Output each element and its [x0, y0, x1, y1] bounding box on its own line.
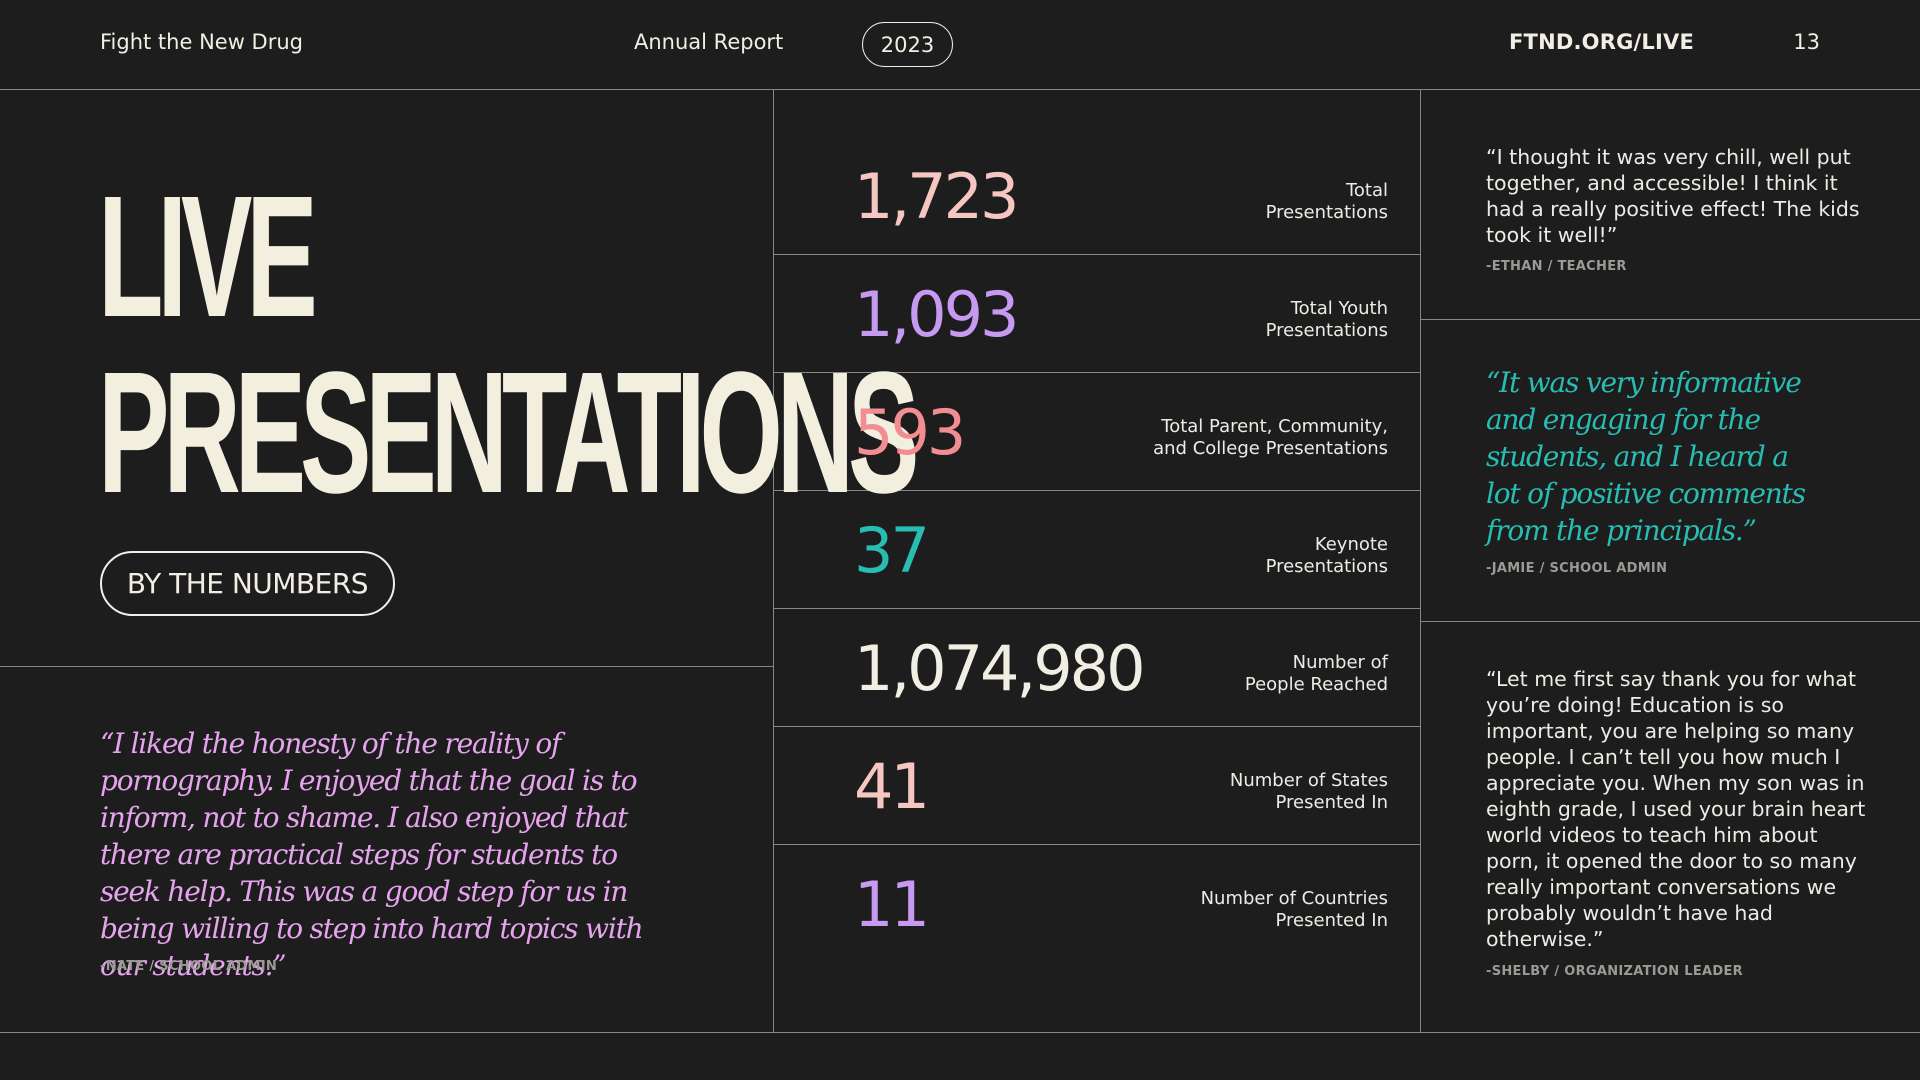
- quote-nate-attribution: -NATE / SCHOOL ADMIN: [100, 959, 278, 974]
- stat-value: 1,093: [854, 278, 1019, 351]
- stat-divider: [773, 608, 1420, 609]
- stat-divider: [773, 490, 1420, 491]
- quote-shelby: “Let me first say thank you for what you…: [1486, 667, 1866, 951]
- stat-label: Keynote Presentations: [1265, 534, 1388, 577]
- quote-divider: [1420, 621, 1920, 622]
- stat-row: 37 Keynote Presentations: [774, 490, 1420, 608]
- stat-value: 41: [854, 750, 930, 823]
- title-line-2: PRESENTATIONS: [98, 335, 919, 529]
- stat-divider: [773, 372, 1420, 373]
- page-number: 13: [1793, 30, 1820, 54]
- report-label: Annual Report: [634, 30, 784, 54]
- footer-divider: [0, 1032, 1920, 1033]
- quote-ethan-attribution: -ETHAN / TEACHER: [1486, 259, 1627, 274]
- stat-row: 41 Number of States Presented In: [774, 726, 1420, 844]
- header-divider: [0, 89, 1920, 90]
- column-divider-left: [773, 89, 774, 1032]
- quote-ethan: “I thought it was very chill, well put t…: [1486, 145, 1860, 247]
- quote-divider: [1420, 319, 1920, 320]
- column-divider-right: [1420, 89, 1421, 1032]
- stat-label: Total Presentations: [1265, 180, 1388, 223]
- stat-value: 1,723: [854, 160, 1019, 233]
- stat-label: Number of States Presented In: [1229, 770, 1388, 813]
- stat-label: Number of Countries Presented In: [1200, 888, 1388, 931]
- stat-divider: [773, 726, 1420, 727]
- stat-row: 1,723 Total Presentations: [774, 136, 1420, 254]
- stat-divider: [773, 254, 1420, 255]
- stat-label: Number of People Reached: [1244, 652, 1388, 695]
- stat-row: 1,093 Total Youth Presentations: [774, 254, 1420, 372]
- website-link[interactable]: FTND.ORG/LIVE: [1509, 30, 1694, 54]
- page-title: LIVE PRESENTATIONS: [98, 168, 1413, 520]
- stat-value: 37: [854, 514, 930, 587]
- title-line-1: LIVE: [98, 159, 318, 353]
- stat-value: 1,074,980: [854, 632, 1146, 705]
- stat-row: 1,074,980 Number of People Reached: [774, 608, 1420, 726]
- quote-shelby-attribution: -SHELBY / ORGANIZATION LEADER: [1486, 964, 1743, 979]
- page-header: Fight the New Drug Annual Report 2023 FT…: [0, 0, 1920, 89]
- quote-jamie: “It was very informative and engaging fo…: [1486, 366, 1806, 547]
- brand-name: Fight the New Drug: [100, 30, 303, 54]
- year-badge: 2023: [862, 22, 953, 67]
- stat-row: 11 Number of Countries Presented In: [774, 844, 1420, 962]
- quote-jamie-attribution: -JAMIE / SCHOOL ADMIN: [1486, 561, 1668, 576]
- left-section-divider: [0, 666, 773, 667]
- by-the-numbers-pill: BY THE NUMBERS: [100, 551, 395, 616]
- stat-divider: [773, 844, 1420, 845]
- stat-label: Total Youth Presentations: [1265, 298, 1388, 341]
- stat-value: 11: [854, 868, 930, 941]
- stat-row: 593 Total Parent, Community, and College …: [774, 372, 1420, 490]
- stat-value: 593: [854, 396, 966, 469]
- quote-nate: “I liked the honesty of the reality of p…: [100, 727, 644, 982]
- stat-label: Total Parent, Community, and College Pre…: [1153, 416, 1388, 459]
